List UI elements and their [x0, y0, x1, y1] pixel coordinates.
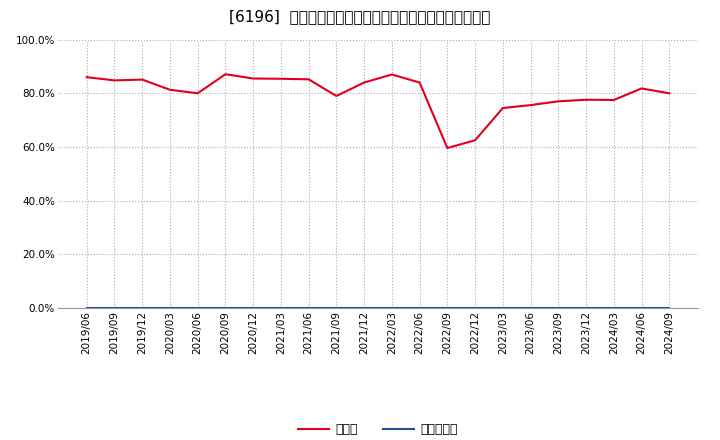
現頒金 [194, 91, 202, 96]
現頒金 [221, 72, 230, 77]
有利子負債 [609, 305, 618, 311]
現頒金 [110, 78, 119, 83]
有利子負債 [332, 305, 341, 311]
有利子負債 [387, 305, 396, 311]
有利子負債 [443, 305, 451, 311]
Legend: 現頒金, 有利子負債: 現頒金, 有利子負債 [293, 418, 463, 440]
有利子負債 [582, 305, 590, 311]
有利子負債 [194, 305, 202, 311]
有利子負債 [221, 305, 230, 311]
現頒金 [609, 97, 618, 103]
現頒金 [498, 106, 507, 111]
有利子負債 [526, 305, 535, 311]
現頒金 [554, 99, 562, 104]
現頒金 [387, 72, 396, 77]
現頒金 [276, 76, 285, 81]
有利子負債 [305, 305, 313, 311]
有利子負債 [665, 305, 674, 311]
有利子負債 [360, 305, 369, 311]
有利子負債 [110, 305, 119, 311]
現頒金 [249, 76, 258, 81]
Text: [6196]  現預金、有利子負債の総資産に対する比率の推移: [6196] 現預金、有利子負債の総資産に対する比率の推移 [229, 9, 491, 24]
有利子負債 [138, 305, 147, 311]
現頒金 [82, 74, 91, 80]
現頒金 [138, 77, 147, 82]
Line: 現頒金: 現頒金 [86, 74, 670, 148]
現頒金 [332, 93, 341, 99]
有利子負債 [415, 305, 424, 311]
有利子負債 [276, 305, 285, 311]
有利子負債 [249, 305, 258, 311]
現頒金 [471, 138, 480, 143]
現頒金 [415, 80, 424, 85]
現頒金 [166, 87, 174, 92]
現頒金 [526, 103, 535, 108]
現頒金 [665, 91, 674, 96]
有利子負債 [554, 305, 562, 311]
有利子負債 [82, 305, 91, 311]
有利子負債 [471, 305, 480, 311]
現頒金 [360, 80, 369, 85]
有利子負債 [637, 305, 646, 311]
有利子負債 [498, 305, 507, 311]
現頒金 [443, 145, 451, 150]
現頒金 [582, 97, 590, 103]
現頒金 [637, 86, 646, 91]
現頒金 [305, 77, 313, 82]
有利子負債 [166, 305, 174, 311]
